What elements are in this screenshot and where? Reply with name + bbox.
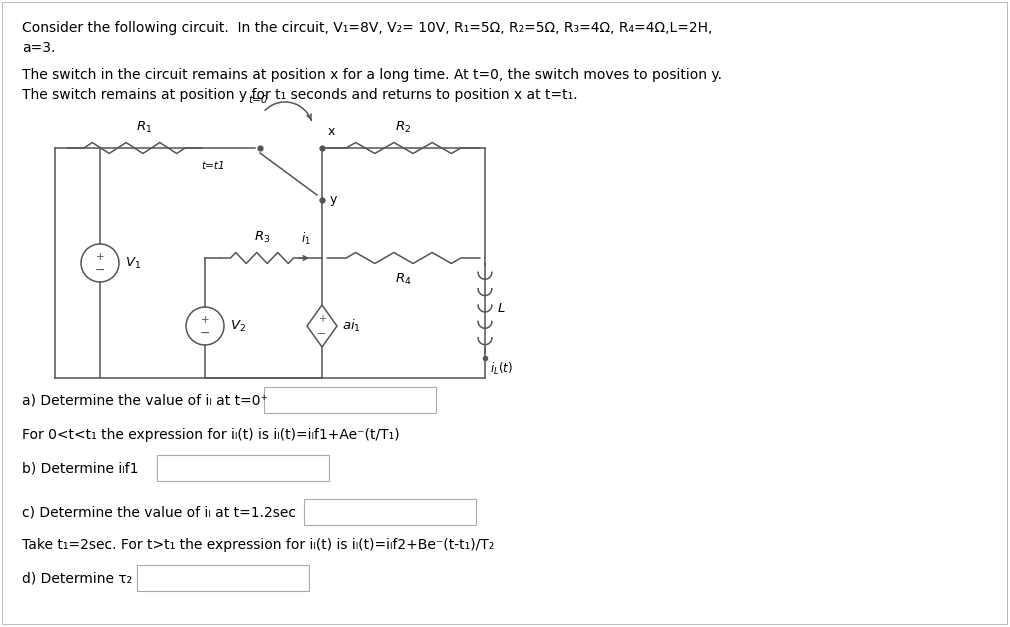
FancyBboxPatch shape (264, 387, 436, 413)
FancyBboxPatch shape (304, 499, 476, 525)
Text: $V_1$: $V_1$ (125, 255, 141, 270)
Text: +: + (96, 252, 104, 262)
Text: b) Determine iₗf1: b) Determine iₗf1 (22, 461, 138, 475)
Text: t=0: t=0 (248, 95, 268, 105)
FancyBboxPatch shape (137, 565, 309, 591)
Text: Take t₁=2sec. For t>t₁ the expression for iₗ(t) is iₗ(t)=iₗf2+Be⁻(t-t₁)/T₂: Take t₁=2sec. For t>t₁ the expression fo… (22, 538, 494, 552)
Text: For 0<t<t₁ the expression for iₗ(t) is iₗ(t)=iₗf1+Ae⁻(t/T₁): For 0<t<t₁ the expression for iₗ(t) is i… (22, 428, 400, 442)
Text: $L$: $L$ (497, 302, 506, 315)
Text: The switch in the circuit remains at position x for a long time. At t=0, the swi: The switch in the circuit remains at pos… (22, 68, 722, 82)
FancyBboxPatch shape (157, 455, 329, 481)
Text: $R_2$: $R_2$ (396, 120, 411, 135)
Text: $R_4$: $R_4$ (395, 272, 412, 287)
Text: +: + (201, 315, 209, 325)
Text: +: + (318, 314, 326, 324)
Text: $R_1$: $R_1$ (136, 120, 153, 135)
Text: −: − (95, 263, 105, 277)
Text: d) Determine τ₂: d) Determine τ₂ (22, 571, 132, 585)
Text: The switch remains at position y for t₁ seconds and returns to position x at t=t: The switch remains at position y for t₁ … (22, 88, 578, 102)
Text: x: x (328, 125, 335, 138)
Text: $i_L(t)$: $i_L(t)$ (490, 361, 513, 377)
Text: $R_3$: $R_3$ (254, 230, 270, 245)
Text: $ai_1$: $ai_1$ (342, 318, 361, 334)
Text: $i_1$: $i_1$ (301, 231, 311, 247)
Text: −: − (317, 329, 326, 339)
Text: Consider the following circuit.  In the circuit, V₁=8V, V₂= 10V, R₁=5Ω, R₂=5Ω, R: Consider the following circuit. In the c… (22, 21, 712, 35)
Text: y: y (330, 194, 337, 206)
Text: −: − (200, 327, 210, 339)
Text: c) Determine the value of iₗ at t=1.2sec: c) Determine the value of iₗ at t=1.2sec (22, 505, 296, 519)
Text: a=3.: a=3. (22, 41, 56, 55)
Text: t=t1: t=t1 (201, 161, 225, 171)
Text: $V_2$: $V_2$ (230, 319, 246, 334)
Text: a) Determine the value of iₗ at t=0⁺: a) Determine the value of iₗ at t=0⁺ (22, 393, 268, 407)
